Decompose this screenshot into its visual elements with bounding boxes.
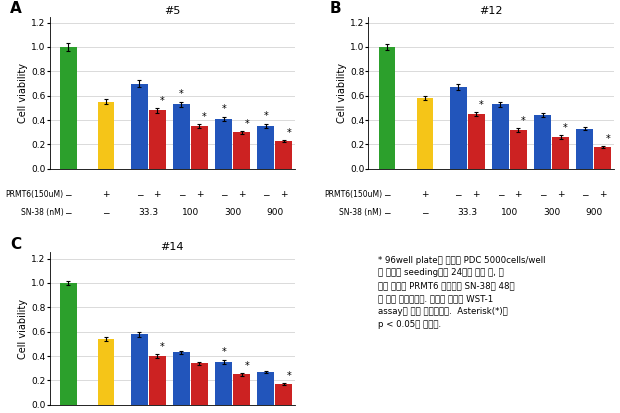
Text: +: + <box>557 190 564 199</box>
Text: PRMT6(150uM): PRMT6(150uM) <box>5 190 63 199</box>
Y-axis label: Cell viability: Cell viability <box>18 299 29 358</box>
Bar <box>233 374 250 405</box>
Text: 33.3: 33.3 <box>457 208 477 217</box>
Text: 100: 100 <box>501 208 518 217</box>
Text: 100: 100 <box>182 208 199 217</box>
Text: * 96well plate에 각각의 PDC 5000cells/well
의 농도로 seeding하고 24시간 배양 후, 표
시된 농도의 PRMT6: * 96well plate에 각각의 PDC 5000cells/well 의… <box>378 256 546 329</box>
Text: 900: 900 <box>585 208 603 217</box>
Text: −: − <box>64 190 72 199</box>
Text: 33.3: 33.3 <box>138 208 158 217</box>
Text: PRMT6(150uM): PRMT6(150uM) <box>324 190 382 199</box>
Bar <box>97 339 115 405</box>
Text: A: A <box>11 1 22 16</box>
Text: +: + <box>515 190 522 199</box>
Text: *: * <box>264 111 268 121</box>
Bar <box>191 363 208 405</box>
Text: B: B <box>329 1 341 16</box>
Y-axis label: Cell viability: Cell viability <box>337 63 347 123</box>
Bar <box>510 130 527 169</box>
Text: +: + <box>599 190 606 199</box>
Text: −: − <box>383 208 391 217</box>
Text: +: + <box>472 190 480 199</box>
Text: −: − <box>102 208 110 217</box>
Y-axis label: Cell viability: Cell viability <box>18 63 29 123</box>
Bar <box>215 362 232 405</box>
Bar <box>275 141 292 169</box>
Bar <box>492 104 509 169</box>
Text: *: * <box>479 100 484 110</box>
Text: −: − <box>64 208 72 217</box>
Text: 300: 300 <box>224 208 241 217</box>
Bar <box>97 102 115 169</box>
Bar <box>215 119 232 169</box>
Text: SN-38 (nM): SN-38 (nM) <box>340 208 382 217</box>
Text: *: * <box>286 128 291 138</box>
Text: *: * <box>605 134 610 144</box>
Title: #5: #5 <box>164 6 180 16</box>
Text: +: + <box>196 190 203 199</box>
Text: −: − <box>383 190 391 199</box>
Text: −: − <box>136 190 143 199</box>
Bar <box>131 334 148 405</box>
Text: 300: 300 <box>543 208 560 217</box>
Bar <box>450 87 467 169</box>
Text: *: * <box>244 119 249 129</box>
Bar <box>173 104 190 169</box>
Text: *: * <box>221 104 226 114</box>
Bar <box>417 98 433 169</box>
Text: *: * <box>521 116 526 126</box>
Text: +: + <box>154 190 161 199</box>
Text: +: + <box>421 190 428 199</box>
Bar <box>60 283 76 405</box>
Text: 900: 900 <box>266 208 283 217</box>
Text: *: * <box>179 89 184 99</box>
Title: #12: #12 <box>479 6 503 16</box>
Text: *: * <box>160 342 164 352</box>
Text: −: − <box>421 208 428 217</box>
Bar <box>149 356 166 405</box>
Bar <box>534 115 551 169</box>
Text: −: − <box>262 190 270 199</box>
Bar <box>131 83 148 169</box>
Bar <box>257 372 274 405</box>
Title: #14: #14 <box>161 242 184 252</box>
Text: +: + <box>102 190 110 199</box>
Text: −: − <box>581 190 588 199</box>
Text: −: − <box>178 190 185 199</box>
Bar <box>149 110 166 169</box>
Text: *: * <box>286 371 291 381</box>
Bar <box>595 147 611 169</box>
Bar <box>275 384 292 405</box>
Bar <box>173 352 190 405</box>
Text: *: * <box>221 347 226 357</box>
Text: −: − <box>220 190 228 199</box>
Bar <box>552 137 569 169</box>
Bar <box>577 128 593 169</box>
Text: *: * <box>160 96 164 106</box>
Text: −: − <box>497 190 504 199</box>
Text: +: + <box>280 190 288 199</box>
Bar <box>467 114 485 169</box>
Text: +: + <box>238 190 246 199</box>
Bar <box>191 126 208 169</box>
Bar <box>233 132 250 169</box>
Bar <box>60 47 76 169</box>
Bar <box>379 47 396 169</box>
Text: *: * <box>244 361 249 371</box>
Text: *: * <box>202 112 207 123</box>
Text: SN-38 (nM): SN-38 (nM) <box>20 208 63 217</box>
Text: C: C <box>11 237 22 252</box>
Text: −: − <box>454 190 462 199</box>
Text: −: − <box>539 190 546 199</box>
Text: *: * <box>563 123 568 133</box>
Bar <box>257 126 274 169</box>
